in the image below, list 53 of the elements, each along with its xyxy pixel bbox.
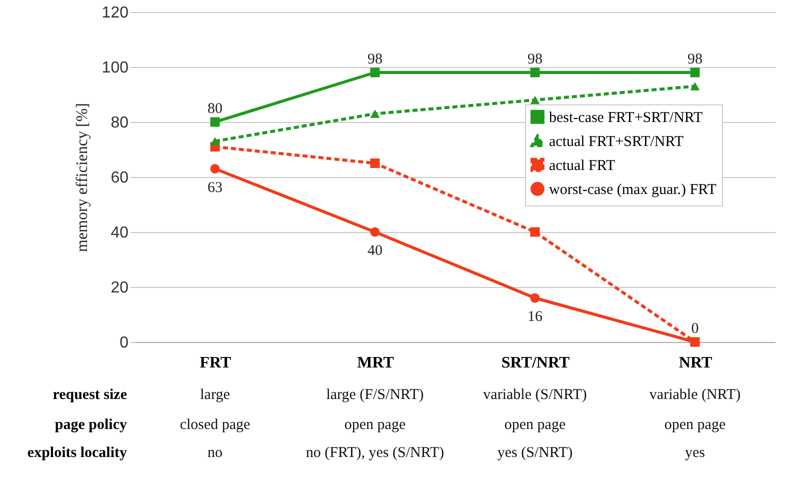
point	[530, 227, 540, 237]
data-label: 80	[208, 101, 222, 117]
legend-label: actual FRT+SRT/NRT	[549, 134, 684, 150]
y-tick-label: 100	[102, 60, 129, 76]
text: open page	[344, 417, 406, 433]
point	[530, 96, 540, 104]
text: large	[200, 387, 230, 403]
x-tick-label: FRT	[200, 354, 232, 372]
text: closed page	[180, 417, 251, 433]
point	[690, 82, 700, 90]
x-tick-label: NRT	[678, 354, 712, 372]
text: open page	[504, 417, 566, 433]
point	[530, 293, 540, 303]
text: variable (S/NRT)	[483, 387, 587, 403]
legend-label: actual FRT	[549, 158, 616, 174]
point	[370, 68, 380, 78]
data-label: 40	[368, 243, 382, 259]
x-tick-label: SRT/NRT	[501, 354, 570, 372]
point	[530, 68, 540, 78]
text: no (FRT), yes (S/NRT)	[306, 445, 444, 461]
y-tick-label: 0	[120, 334, 129, 352]
data-label: 98	[528, 52, 542, 68]
text: request size	[52, 387, 128, 403]
data-label: 16	[528, 309, 543, 325]
data-label: 0	[691, 321, 699, 337]
point	[370, 227, 380, 237]
y-tick-label: 120	[102, 4, 129, 22]
legend-label: worst-case (max guar.) FRT	[549, 182, 716, 198]
text: yes (S/NRT)	[497, 445, 573, 461]
y-tick-label: 40	[110, 224, 129, 242]
data-label: 63	[208, 180, 222, 196]
text: page policy	[54, 417, 128, 433]
text: large (F/S/NRT)	[326, 387, 424, 403]
x-tick-label: MRT	[357, 354, 394, 372]
y-tick-label: 20	[110, 280, 129, 296]
text: no	[208, 445, 222, 461]
data-label: 98	[368, 52, 382, 68]
point	[370, 158, 380, 168]
text: open page	[664, 417, 726, 433]
point	[210, 164, 220, 174]
point	[210, 137, 220, 146]
text: yes	[685, 445, 706, 461]
text: variable (NRT)	[649, 387, 741, 403]
data-label: 98	[688, 52, 702, 68]
y-tick-label: 80	[110, 114, 129, 132]
point	[210, 117, 220, 127]
point	[690, 68, 700, 78]
point	[370, 110, 380, 118]
legend-label: best-case FRT+SRT/NRT	[549, 110, 703, 126]
y-tick-label: 60	[110, 170, 129, 186]
y-axis-title: memory efficiency [%]	[74, 103, 91, 252]
text: exploits locality	[27, 445, 128, 461]
point	[690, 337, 700, 347]
